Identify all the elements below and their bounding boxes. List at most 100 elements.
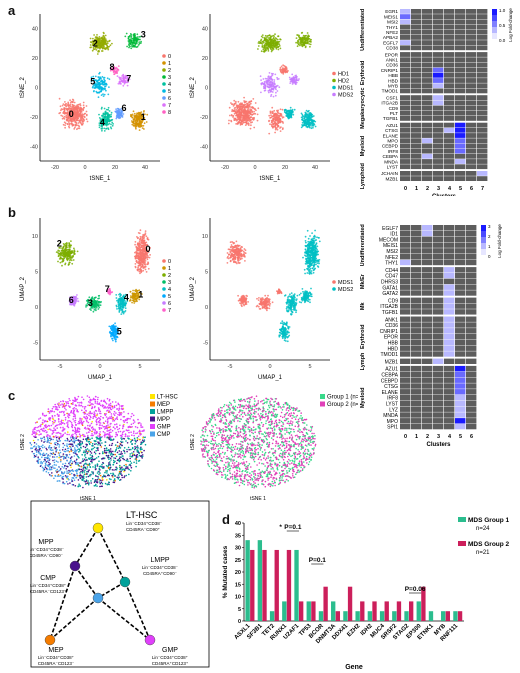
data-point [303, 268, 306, 271]
heatmap-cell [444, 95, 455, 100]
data-point [134, 289, 136, 292]
data-point [272, 119, 274, 122]
heatmap-cell [477, 105, 488, 111]
data-point [308, 113, 311, 116]
heatmap-cell [455, 105, 466, 111]
heatmap-cell [411, 19, 422, 25]
data-point [135, 259, 138, 262]
heatmap-cell [455, 52, 466, 57]
data-point [71, 98, 74, 101]
data-point [308, 122, 311, 125]
gene-label: TMOD1 [382, 89, 399, 94]
heatmap-cell [444, 45, 455, 51]
data-point [101, 129, 103, 132]
data-point [115, 297, 118, 299]
data-point [277, 48, 280, 51]
data-point [138, 248, 141, 251]
heatmap-cell [455, 67, 466, 73]
heatmap-cell [400, 52, 411, 57]
data-point [273, 125, 275, 128]
heatmap-cell [433, 24, 444, 30]
heatmap-cell [433, 100, 444, 106]
data-point [304, 121, 306, 123]
data-point [238, 117, 241, 120]
data-point [135, 40, 138, 43]
data-point [93, 301, 96, 304]
heatmap-cell [433, 35, 444, 40]
data-point [100, 94, 103, 96]
data-point [142, 249, 145, 252]
heatmap-cell [455, 45, 466, 51]
data-point [137, 255, 140, 257]
data-point [249, 127, 252, 130]
data-point [59, 105, 62, 108]
heatmap-cell [422, 62, 433, 68]
heatmap-cell [466, 78, 477, 83]
data-point [307, 237, 310, 240]
data-point [100, 121, 103, 123]
legend-swatch [162, 301, 166, 305]
data-point [267, 50, 270, 52]
data-point [308, 251, 311, 253]
heatmap-cell [466, 133, 477, 138]
data-point [121, 79, 123, 82]
data-point [261, 82, 264, 84]
data-point [105, 89, 107, 92]
heatmap-cell [411, 143, 422, 149]
data-point [65, 242, 68, 244]
cluster-label: 7 [126, 74, 131, 84]
data-point [132, 38, 135, 41]
data-point [272, 123, 275, 126]
data-point [88, 301, 91, 304]
data-point [100, 43, 103, 45]
data-point [71, 107, 74, 110]
data-point [108, 110, 111, 112]
data-point [139, 243, 142, 246]
heatmap-cell [400, 14, 411, 19]
data-point [306, 258, 308, 260]
data-point [269, 84, 272, 87]
legend-label: 8 [168, 110, 171, 116]
data-point [81, 117, 84, 120]
legend-swatch [162, 75, 166, 79]
heatmap-cell [400, 62, 411, 68]
data-point [110, 113, 112, 116]
data-point [97, 83, 100, 86]
data-point [231, 110, 233, 113]
data-point [75, 122, 78, 125]
data-point [64, 112, 67, 115]
cluster-label: 6 [69, 295, 74, 305]
data-point [138, 129, 141, 131]
legend-label: 1 [168, 61, 171, 67]
data-point [279, 47, 282, 50]
data-point [133, 116, 136, 118]
heatmap-cell [455, 164, 466, 170]
data-point [241, 120, 244, 123]
heatmap-cell [455, 171, 466, 176]
heatmap-cell [411, 88, 422, 94]
heatmap-cell [444, 72, 455, 78]
data-point [294, 82, 297, 85]
data-point [261, 40, 264, 43]
data-point [132, 297, 134, 300]
data-point [94, 305, 97, 308]
data-point [260, 35, 263, 38]
data-point [98, 81, 101, 84]
data-point [266, 85, 269, 88]
data-point [309, 43, 312, 46]
data-point [117, 303, 120, 305]
heatmap-cell [477, 159, 488, 164]
cluster-label: 3 [88, 298, 93, 308]
data-point [241, 105, 244, 108]
heatmap-cell [422, 29, 433, 35]
data-point [310, 243, 312, 245]
data-point [114, 322, 116, 325]
data-point [230, 114, 233, 116]
cluster-label: 8 [109, 62, 114, 72]
data-point [308, 257, 311, 260]
data-point [282, 73, 285, 75]
data-point [68, 257, 71, 260]
data-point [134, 45, 137, 48]
data-point [267, 75, 270, 78]
data-point [272, 72, 274, 75]
